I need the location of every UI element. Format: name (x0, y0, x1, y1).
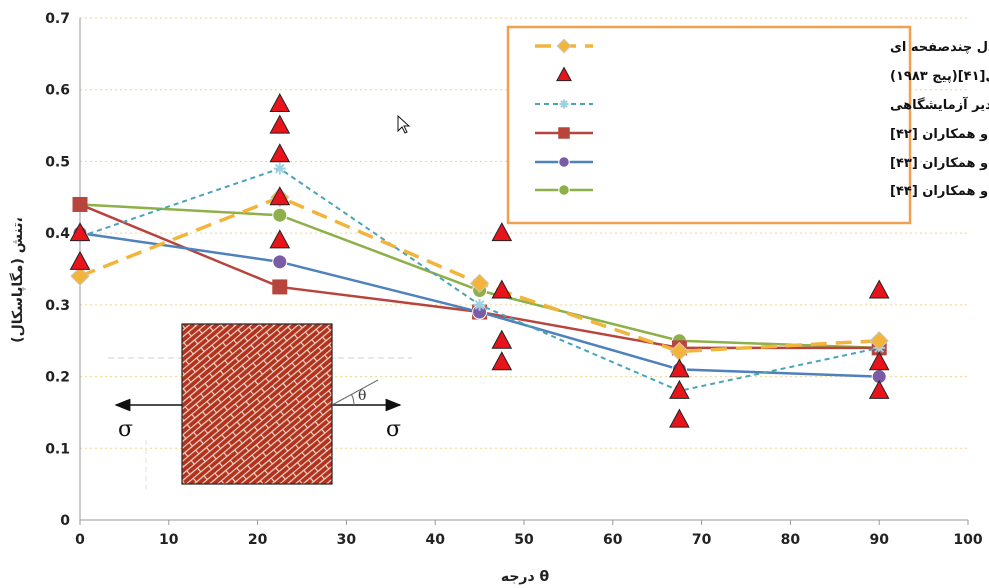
angle-arc (351, 394, 355, 406)
y-tick-label: 0.3 (45, 298, 70, 314)
y-tick-label: 0.4 (45, 226, 70, 242)
data-point (491, 279, 513, 299)
data-point (669, 379, 690, 399)
x-tick-label: 50 (514, 532, 534, 548)
y-tick-label: 0.2 (45, 370, 70, 386)
data-point (558, 184, 570, 196)
angle-label: θ (358, 388, 366, 404)
angle-line (331, 379, 379, 406)
cursor-icon (397, 114, 411, 134)
x-tick-label: 30 (337, 532, 357, 548)
data-point (556, 38, 572, 54)
x-tick-label: 20 (248, 532, 268, 548)
data-point (469, 273, 490, 294)
data-point (559, 99, 569, 109)
x-tick-label: 90 (869, 532, 889, 548)
data-point (868, 351, 890, 371)
data-point (473, 298, 486, 311)
x-tick-label: 0 (75, 532, 85, 548)
data-point (269, 143, 291, 163)
legend-label: مدل چندصفحه ای (890, 40, 989, 55)
x-tick-label: 70 (692, 532, 712, 548)
sigma-right-label: σ (386, 417, 401, 442)
legend-item: شیه بیگی و همکاران [۴۲] (535, 126, 989, 142)
data-point (269, 93, 291, 113)
legend-label: شیه بیگی و همکاران [۴۲] (890, 126, 989, 142)
legend-label: پلا و همکاران [۴۳] (890, 156, 989, 171)
brick-panel (181, 323, 333, 485)
series-layer (69, 93, 890, 428)
y-tick-label: 0.1 (45, 441, 70, 457)
data-point (868, 279, 890, 299)
legend-item: میانگین مقادیر آزمایشگاهی (535, 96, 989, 113)
inset-brick-diagram: σ σ θ (108, 323, 412, 492)
x-tick-label: 80 (781, 532, 801, 548)
y-tick-labels: 0 0.1 0.2 0.3 0.4 0.5 0.6 0.7 (45, 11, 70, 529)
series-1 (69, 93, 890, 428)
legend-item: کاوا و همکاران [۴۴] (535, 184, 989, 199)
legend-label: کاوا و همکاران [۴۴] (890, 184, 989, 199)
data-point (558, 127, 570, 139)
data-point (273, 162, 286, 175)
y-tick-label: 0.7 (45, 11, 70, 27)
data-point (869, 331, 889, 351)
x-tick-label: 10 (159, 532, 179, 548)
legend-item: پلا و همکاران [۴۳] (535, 156, 989, 171)
legend-label: میانگین مقادیر آزمایشگاهی (890, 96, 989, 113)
data-point (70, 266, 90, 286)
legend-item: مدل چندصفحه ای (535, 38, 989, 55)
data-point (669, 358, 690, 378)
data-point (558, 156, 570, 168)
data-point (69, 250, 91, 270)
data-point (69, 222, 91, 242)
y-axis-label: تنش (مگاپاسکال)، (9, 217, 26, 343)
y-tick-label: 0.6 (45, 83, 70, 99)
data-point (556, 66, 572, 82)
data-point (491, 329, 513, 349)
data-point (491, 222, 513, 242)
x-tick-label: 40 (425, 532, 445, 548)
data-point (669, 408, 690, 428)
x-tick-label: 60 (603, 532, 623, 548)
data-point (72, 196, 88, 212)
data-point (868, 379, 890, 399)
x-axis-label: درجه θ (501, 569, 550, 585)
data-point (269, 229, 291, 249)
legend-item: داده های آزمایشگاهی[۴۱](پیج ۱۹۸۳) (556, 66, 989, 84)
x-tick-label: 100 (953, 532, 982, 548)
data-point (269, 114, 291, 134)
data-point (272, 207, 288, 223)
data-point (269, 186, 291, 206)
series-0 (70, 187, 889, 362)
legend-label: داده های آزمایشگاهی[۴۱](پیج ۱۹۸۳) (890, 67, 989, 84)
y-tick-label: 0.5 (45, 154, 70, 170)
data-point (272, 254, 288, 270)
y-tick-label: 0 (60, 513, 70, 529)
data-point (272, 279, 288, 295)
legend: مدل چندصفحه ای داده های آزمایشگاهی[۴۱](پی… (506, 25, 989, 225)
x-tick-labels: 0 10 20 30 40 50 60 70 80 90 100 (75, 532, 983, 548)
data-point (491, 351, 513, 371)
sigma-left-label: σ (118, 417, 133, 442)
